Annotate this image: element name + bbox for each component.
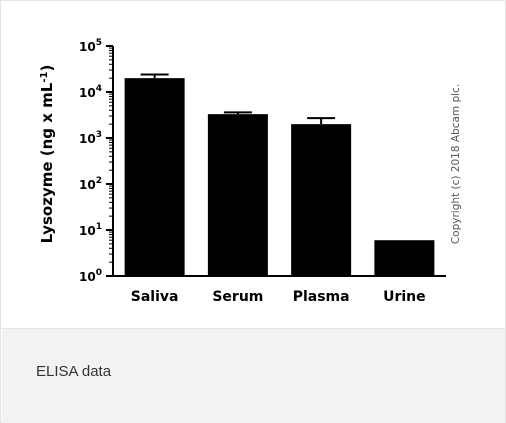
y-axis-label: Lysozyme (ng x mL-1): [38, 65, 56, 244]
x-category-label: Urine: [383, 289, 426, 305]
x-category-label: Serum: [212, 289, 263, 305]
y-axis: 100 101 102 103 104 105: [79, 38, 114, 284]
bar-chart: 100 101 102 103 104 105 Saliva Serum Plasma Urin…: [38, 38, 462, 305]
x-category-label: Saliva: [131, 289, 179, 305]
chart-panel: 100 101 102 103 104 105 Saliva Serum Plasma Urin…: [2, 2, 505, 328]
y-tick-label: 103: [79, 130, 102, 146]
bar-plasma: [291, 124, 352, 276]
figure-caption: ELISA data: [36, 363, 112, 380]
y-tick-label: 105: [79, 38, 102, 54]
y-tick-label: 100: [79, 268, 102, 284]
bars-group: [124, 73, 435, 276]
y-tick-label: 101: [79, 222, 102, 238]
bar-saliva: [124, 78, 185, 276]
caption-area: ELISA data: [2, 328, 505, 423]
y-tick-label: 104: [79, 84, 102, 100]
bar-urine: [374, 240, 435, 276]
y-tick-label: 102: [79, 176, 102, 192]
x-axis: Saliva Serum Plasma Urine: [112, 275, 446, 305]
bar-serum: [207, 114, 268, 276]
x-category-label: Plasma: [293, 289, 350, 305]
copyright-notice: Copyright (c) 2018 Abcam plc.: [450, 84, 462, 244]
